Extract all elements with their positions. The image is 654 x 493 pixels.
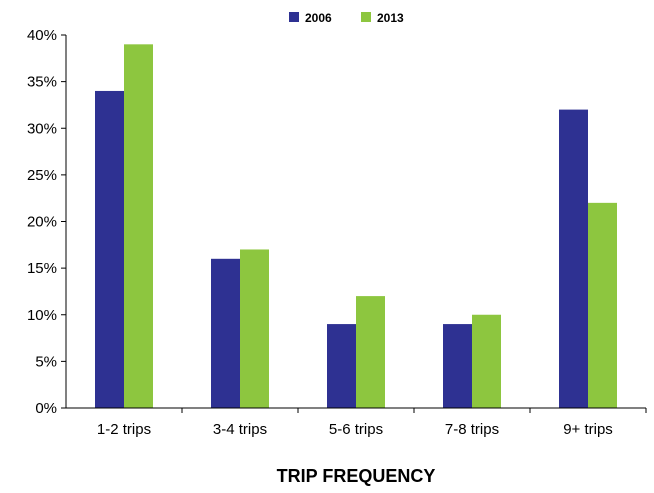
bar-2013-9-trips (588, 202, 617, 408)
y-tick-label: 5% (35, 353, 57, 370)
x-tick-label: 1-2 trips (97, 421, 151, 438)
bar-2013-7-8-trips (472, 314, 501, 408)
bar-2013-5-6-trips (356, 296, 385, 408)
x-tick-label: 9+ trips (563, 421, 613, 438)
bars (95, 44, 617, 408)
legend-label-2013: 2013 (377, 11, 404, 25)
bar-2006-3-4-trips (211, 258, 240, 408)
x-axis-title: TRIP FREQUENCY (277, 466, 436, 486)
bar-2013-3-4-trips (240, 249, 269, 408)
bar-2006-1-2-trips (95, 90, 124, 408)
x-tick-label: 7-8 trips (445, 421, 499, 438)
legend: 2006 2013 (289, 11, 404, 25)
legend-swatch-2006 (289, 12, 299, 22)
x-tick-label: 5-6 trips (329, 421, 383, 438)
x-axis: 1-2 trips 3-4 trips 5-6 trips 7-8 trips 9+ t… (66, 407, 647, 438)
y-tick-label: 15% (27, 260, 57, 277)
bar-2006-7-8-trips (443, 324, 472, 408)
legend-swatch-2013 (361, 12, 371, 22)
y-axis: 0% 5% 10% 15% 20% 25% 30% 35% 40% (27, 27, 67, 417)
bar-2006-5-6-trips (327, 324, 356, 408)
y-tick-label: 10% (27, 307, 57, 324)
bar-2006-9-trips (559, 109, 588, 408)
x-tick-label: 3-4 trips (213, 421, 267, 438)
y-tick-label: 0% (35, 400, 57, 417)
y-tick-label: 40% (27, 27, 57, 44)
bar-2013-1-2-trips (124, 44, 153, 408)
y-tick-label: 35% (27, 74, 57, 91)
legend-label-2006: 2006 (305, 11, 332, 25)
y-tick-label: 20% (27, 214, 57, 231)
y-tick-label: 30% (27, 120, 57, 137)
y-tick-label: 25% (27, 167, 57, 184)
